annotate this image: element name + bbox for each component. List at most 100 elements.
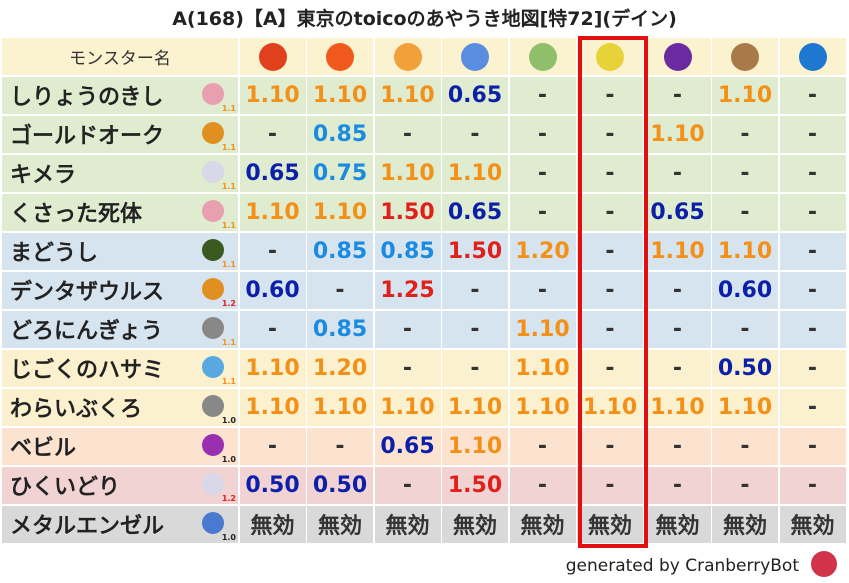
badge: 1.1	[221, 221, 236, 230]
value-cell: 1.10	[509, 310, 576, 348]
value-cell: 無効	[374, 505, 441, 543]
element-icon-cell	[509, 38, 576, 75]
value-cell: -	[779, 193, 846, 231]
value-cell: 1.10	[509, 349, 576, 387]
value-cell: -	[307, 271, 373, 309]
value-cell: -	[712, 154, 778, 192]
value-cell: -	[239, 232, 306, 270]
monster-name: ひくいどり	[10, 475, 121, 501]
value-cell: 0.75	[307, 154, 373, 192]
element-icon-cell	[374, 38, 441, 75]
value-cell: 1.10	[442, 388, 508, 426]
monster-cell: じごくのハサミ 1.1	[2, 349, 238, 387]
value-cell: -	[509, 427, 576, 465]
element-icon	[731, 42, 759, 71]
value-cell: -	[239, 427, 306, 465]
value-cell: 1.10	[307, 76, 373, 114]
value-cell: 0.60	[239, 271, 306, 309]
header-label: モンスター名	[2, 38, 238, 75]
value-cell: -	[577, 76, 643, 114]
monster-cell: まどうし 1.1	[2, 232, 238, 270]
value-cell: 1.10	[644, 232, 711, 270]
value-cell: -	[577, 349, 643, 387]
monster-name: わらいぶくろ	[10, 397, 143, 423]
value-cell: 1.10	[239, 76, 306, 114]
value-cell: 1.10	[577, 388, 643, 426]
value-cell: 0.65	[239, 154, 306, 192]
value-cell: -	[712, 115, 778, 153]
value-cell: 0.85	[307, 310, 373, 348]
value-cell: -	[577, 427, 643, 465]
value-cell: -	[644, 310, 711, 348]
monster-name: どろにんぎょう	[10, 319, 163, 345]
monster-name: じごくのハサミ	[10, 358, 165, 384]
value-cell: 1.10	[374, 388, 441, 426]
monster-icon	[202, 277, 224, 300]
value-cell: -	[374, 349, 441, 387]
monster-name: キメラ	[10, 163, 77, 189]
value-cell: -	[374, 115, 441, 153]
badge: 1.1	[221, 338, 236, 347]
value-cell: -	[779, 310, 846, 348]
monster-icon	[202, 238, 224, 261]
value-cell: 0.65	[644, 193, 711, 231]
value-cell: 1.10	[239, 193, 306, 231]
table: モンスター名 しりょうのきし 1.1 1.10 1.10 1.10 0.65- - -1.10…	[2, 38, 846, 543]
monster-cell: キメラ 1.1	[2, 154, 238, 192]
value-cell: -	[712, 310, 778, 348]
value-cell: 0.65	[442, 193, 508, 231]
value-cell: 1.10	[239, 388, 306, 426]
value-cell: 0.50	[239, 466, 306, 504]
value-cell: -	[779, 76, 846, 114]
monster-cell: ひくいどり 1.2	[2, 466, 238, 504]
title: A(168)【A】東京のtoicoのあやうき地図[特72](デイン)	[172, 8, 677, 30]
value-cell: -	[509, 466, 576, 504]
value-cell: -	[577, 154, 643, 192]
element-icon	[798, 42, 827, 71]
monster-icon	[202, 121, 224, 144]
value-cell: -	[644, 154, 711, 192]
monster-cell: しりょうのきし 1.1	[2, 76, 238, 114]
footer: generated by CranberryBot	[565, 556, 799, 576]
value-cell: 無効	[307, 505, 373, 543]
monster-icon	[202, 511, 224, 534]
element-icon-cell	[239, 38, 306, 75]
value-cell: 0.65	[374, 427, 441, 465]
element-icon-cell	[442, 38, 508, 75]
value-cell: -	[577, 310, 643, 348]
monster-icon	[202, 433, 224, 456]
value-cell: -	[779, 232, 846, 270]
value-cell: -	[577, 466, 643, 504]
monster-icon	[202, 199, 224, 222]
monster-cell: ベビル 1.0	[2, 427, 238, 465]
value-cell: 1.10	[712, 388, 778, 426]
monster-cell: デンタザウルス 1.2	[2, 271, 238, 309]
value-cell: 1.10	[712, 76, 778, 114]
element-icon-cell	[577, 38, 643, 75]
value-cell: -	[577, 232, 643, 270]
value-cell: -	[239, 310, 306, 348]
value-cell: -	[779, 466, 846, 504]
value-cell: -	[509, 193, 576, 231]
highlight-box	[578, 36, 648, 548]
value-cell: 1.10	[239, 349, 306, 387]
value-cell: 1.10	[374, 154, 441, 192]
monster-cell: わらいぶくろ 1.0	[2, 388, 238, 426]
value-cell: -	[644, 427, 711, 465]
value-cell: -	[442, 310, 508, 348]
badge: 1.1	[221, 182, 236, 191]
value-cell: -	[374, 310, 441, 348]
monster-icon	[202, 355, 224, 378]
value-cell: -	[307, 427, 373, 465]
value-cell: 1.50	[374, 193, 441, 231]
value-cell: 0.85	[374, 232, 441, 270]
monster-name: しりょうのきし	[10, 85, 164, 111]
monster-name: ベビル	[10, 436, 77, 462]
value-cell: -	[779, 388, 846, 426]
value-cell: -	[644, 466, 711, 504]
element-icon-cell	[712, 38, 778, 75]
badge: 1.1	[221, 260, 236, 269]
value-cell: 1.10	[307, 193, 373, 231]
element-icon-cell	[644, 38, 711, 75]
value-cell: -	[509, 271, 576, 309]
